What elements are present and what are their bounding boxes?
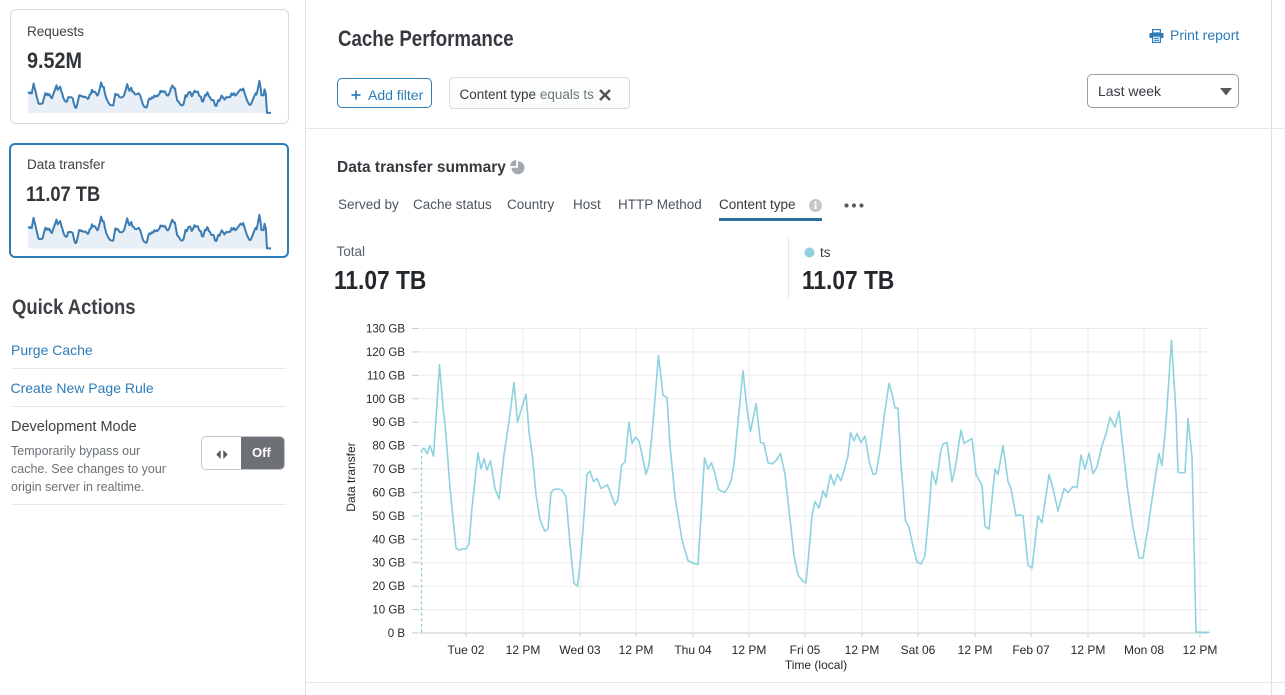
svg-text:Tue 02: Tue 02 xyxy=(448,643,485,657)
svg-text:110 GB: 110 GB xyxy=(367,370,405,382)
svg-text:12 PM: 12 PM xyxy=(845,643,880,657)
svg-text:12 PM: 12 PM xyxy=(1071,643,1106,657)
svg-text:100 GB: 100 GB xyxy=(366,394,405,406)
svg-text:Feb 07: Feb 07 xyxy=(1012,643,1050,657)
svg-text:12 PM: 12 PM xyxy=(619,643,654,657)
svg-text:Time (local): Time (local) xyxy=(785,658,847,672)
svg-text:80 GB: 80 GB xyxy=(372,441,405,453)
svg-text:12 PM: 12 PM xyxy=(958,643,993,657)
svg-text:130 GB: 130 GB xyxy=(366,324,405,336)
svg-text:Fri 05: Fri 05 xyxy=(790,643,821,657)
svg-text:50 GB: 50 GB xyxy=(372,511,405,523)
svg-text:90 GB: 90 GB xyxy=(372,417,405,429)
svg-text:12 PM: 12 PM xyxy=(732,643,767,657)
svg-text:Thu 04: Thu 04 xyxy=(674,643,712,657)
svg-text:10 GB: 10 GB xyxy=(372,605,405,617)
svg-text:12 PM: 12 PM xyxy=(1183,643,1218,657)
svg-text:40 GB: 40 GB xyxy=(372,534,405,546)
svg-text:Sat 06: Sat 06 xyxy=(901,643,936,657)
svg-text:Mon 08: Mon 08 xyxy=(1124,643,1164,657)
svg-text:70 GB: 70 GB xyxy=(372,464,405,476)
svg-text:Wed 03: Wed 03 xyxy=(559,643,600,657)
svg-text:Data transfer: Data transfer xyxy=(344,442,358,511)
svg-text:60 GB: 60 GB xyxy=(372,488,405,500)
svg-text:0 B: 0 B xyxy=(388,628,406,640)
svg-text:30 GB: 30 GB xyxy=(372,558,405,570)
svg-text:12 PM: 12 PM xyxy=(506,643,541,657)
svg-text:20 GB: 20 GB xyxy=(372,581,405,593)
svg-text:120 GB: 120 GB xyxy=(366,347,405,359)
